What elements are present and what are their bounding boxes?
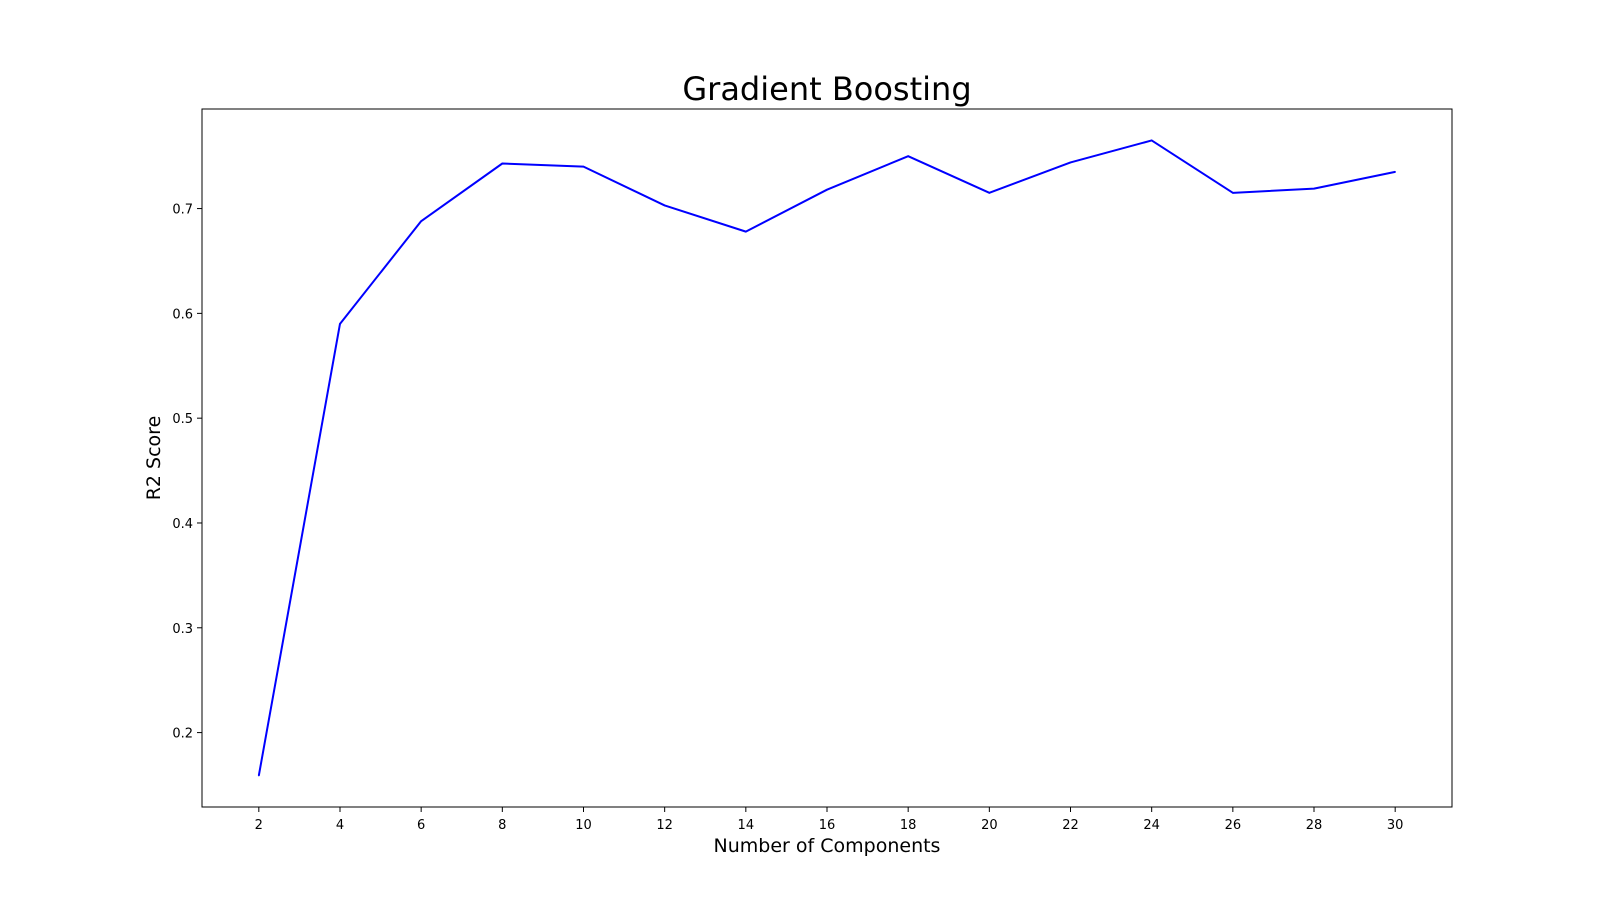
x-tick-label: 18 — [900, 818, 917, 833]
x-tick-label: 22 — [1062, 818, 1079, 833]
data-point — [582, 165, 585, 168]
data-point — [501, 162, 504, 165]
x-axis-ticks: 2 4 6 8 10 12 14 16 18 20 22 24 26 28 30 — [255, 807, 1404, 833]
data-point — [339, 323, 341, 325]
x-tick-label: 8 — [498, 818, 506, 833]
series-points — [258, 139, 1396, 777]
data-point — [258, 774, 260, 777]
x-tick-label: 24 — [1143, 818, 1160, 833]
x-axis-label: Number of Components — [714, 835, 941, 857]
x-tick-label: 2 — [255, 818, 263, 833]
y-tick-label: 0.4 — [172, 517, 193, 532]
y-tick-label: 0.5 — [172, 412, 193, 427]
y-axis-label: R2 Score — [143, 416, 165, 501]
chart-title: Gradient Boosting — [682, 70, 971, 108]
x-tick-label: 10 — [575, 818, 592, 833]
y-axis-ticks: 0.2 0.3 0.4 0.5 0.6 0.7 — [172, 203, 202, 742]
x-tick-label: 14 — [738, 818, 755, 833]
data-point — [420, 220, 422, 222]
x-tick-label: 4 — [336, 818, 344, 833]
data-point — [1232, 192, 1234, 194]
y-tick-label: 0.2 — [172, 727, 193, 742]
x-tick-label: 28 — [1306, 818, 1323, 833]
data-point — [663, 204, 666, 207]
x-tick-label: 12 — [656, 818, 673, 833]
y-tick-label: 0.7 — [172, 203, 193, 218]
data-point — [1069, 161, 1072, 164]
data-point — [907, 155, 909, 157]
data-point — [1150, 139, 1153, 142]
data-point — [1313, 187, 1315, 190]
data-point — [826, 188, 828, 191]
y-tick-label: 0.6 — [172, 307, 193, 322]
x-tick-label: 30 — [1387, 818, 1404, 833]
data-point — [745, 230, 747, 233]
x-tick-label: 16 — [819, 818, 836, 833]
x-tick-label: 6 — [417, 818, 425, 833]
x-tick-label: 26 — [1225, 818, 1242, 833]
data-point — [1394, 171, 1396, 173]
data-point — [988, 192, 991, 194]
x-tick-label: 20 — [981, 818, 998, 833]
y-tick-label: 0.3 — [172, 622, 193, 637]
